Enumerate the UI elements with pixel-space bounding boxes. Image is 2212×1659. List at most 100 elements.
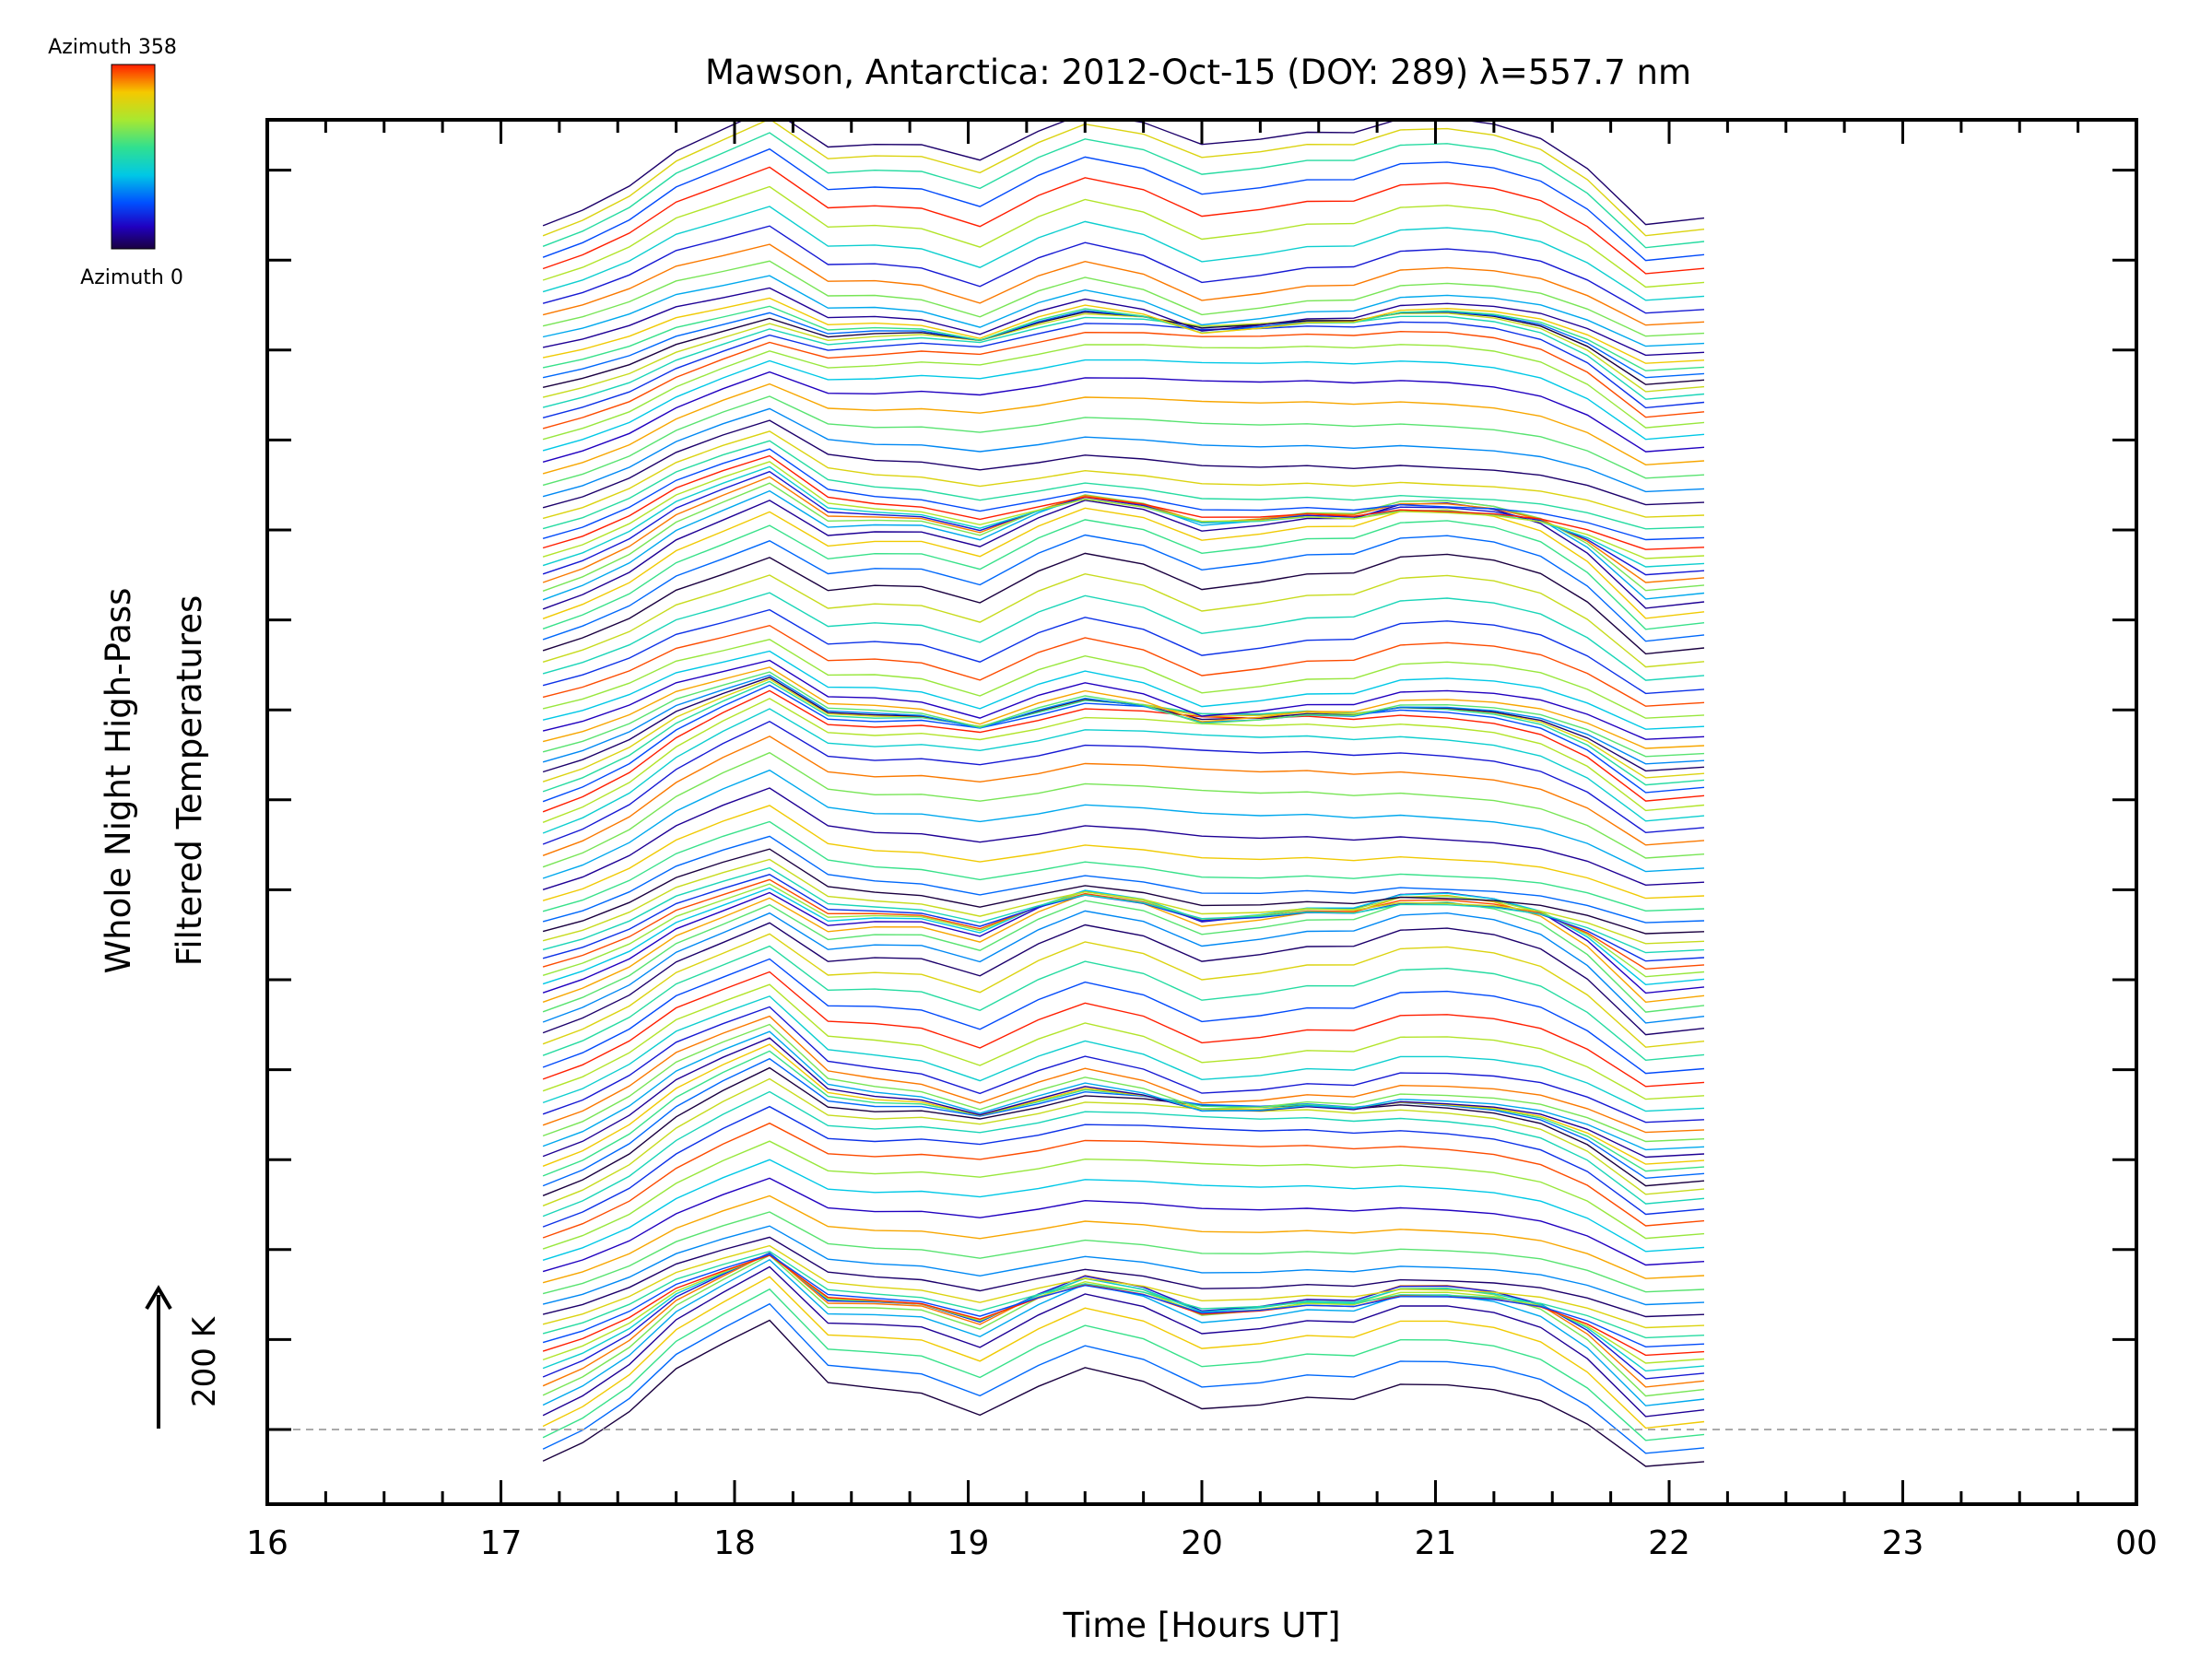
temperature-trace [542, 430, 1705, 520]
temperature-trace [542, 206, 1705, 301]
temperature-trace [542, 287, 1705, 357]
temperature-trace [542, 1253, 1705, 1348]
temperature-trace [542, 674, 1705, 765]
temperature-trace [542, 132, 1705, 249]
temperature-trace [542, 482, 1705, 592]
x-tick-labels: 16 17 18 19 20 21 22 23 00 [246, 1524, 2158, 1562]
temperature-trace [542, 519, 1705, 630]
temperature-trace [542, 945, 1705, 1062]
temperature-trace [542, 1302, 1705, 1454]
chart-title: Mawson, Antarctica: 2012-Oct-15 (DOY: 28… [705, 53, 1691, 92]
temperature-trace [542, 476, 1705, 583]
temperature-trace [542, 751, 1705, 868]
temperature-trace [542, 305, 1705, 371]
x-tick-label: 20 [1181, 1524, 1223, 1562]
colorbar-top-label: Azimuth 358 [48, 36, 177, 59]
temperature-trace [542, 639, 1705, 719]
temperature-trace [542, 440, 1705, 530]
temperature-trace [542, 933, 1705, 1048]
temperature-trace [542, 1140, 1705, 1250]
temperature-trace [542, 1037, 1705, 1159]
y-axis-label-line2: Filtered Temperatures [170, 595, 209, 966]
temperature-trace [542, 1015, 1705, 1134]
temperature-trace [542, 820, 1705, 912]
temperature-trace [542, 312, 1705, 398]
temperature-trace [542, 120, 1705, 237]
colorbar-bottom-label: Azimuth 0 [80, 266, 183, 289]
temperature-trace [542, 1225, 1705, 1306]
temperature-trace [542, 608, 1705, 695]
temperature-trace [542, 1090, 1705, 1218]
temperature-trace [542, 310, 1705, 379]
temperature-trace [542, 1253, 1705, 1372]
plot-frame [265, 118, 2138, 1506]
temperature-trace [542, 185, 1705, 288]
temperature-trace [542, 835, 1705, 924]
temperature-trace [542, 721, 1705, 845]
temperature-trace [542, 500, 1705, 610]
temperature-traces [542, 120, 1705, 1467]
x-tick-label: 18 [713, 1524, 756, 1562]
temperature-trace [542, 275, 1705, 347]
temperature-trace [542, 395, 1705, 487]
temperature-trace [542, 866, 1705, 954]
temperature-trace [542, 120, 1705, 227]
temperature-trace [542, 489, 1705, 601]
temperature-trace [542, 650, 1705, 730]
temperature-trace [542, 297, 1705, 364]
temperature-trace [542, 1030, 1705, 1151]
temperature-trace [542, 1177, 1705, 1273]
temperature-trace [542, 624, 1705, 707]
temperature-trace [542, 1066, 1705, 1196]
temperature-trace [542, 1244, 1705, 1329]
temperature-trace [542, 1122, 1705, 1239]
temperature-trace [542, 1288, 1705, 1441]
temperature-trace [542, 858, 1705, 945]
temperature-trace [542, 1159, 1705, 1261]
temperature-trace [542, 698, 1705, 823]
temperature-trace [542, 684, 1705, 803]
x-tick-label: 21 [1415, 1524, 1457, 1562]
temperature-trace [542, 983, 1705, 1100]
temperature-trace [542, 787, 1705, 890]
temperature-trace [542, 359, 1705, 452]
temperature-trace [542, 922, 1705, 1036]
temperature-trace [542, 708, 1705, 834]
colorbar [111, 64, 156, 250]
temperature-trace [542, 1057, 1705, 1187]
temperature-trace [542, 1211, 1705, 1295]
temperature-trace [542, 1050, 1705, 1177]
temperature-trace [542, 225, 1705, 314]
temperature-trace [542, 534, 1705, 642]
x-axis-label: Time [Hours UT] [1062, 1606, 1340, 1645]
x-tick-label: 23 [1882, 1524, 1924, 1562]
temperature-trace [542, 552, 1705, 655]
temperature-trace [542, 900, 1705, 1013]
temperature-trace [542, 147, 1705, 262]
temperature-trace [542, 958, 1705, 1075]
temperature-trace [542, 1194, 1705, 1284]
temperature-trace [542, 371, 1705, 463]
temperature-trace [542, 1043, 1705, 1167]
temperature-trace [542, 321, 1705, 418]
temperature-trace [542, 995, 1705, 1112]
temperature-trace [542, 1236, 1705, 1318]
temperature-trace [542, 666, 1705, 749]
temperature-trace [542, 689, 1705, 813]
x-tick-label: 00 [2115, 1524, 2158, 1562]
temperature-trace [542, 448, 1705, 541]
scale-bar-label: 200 K [186, 1315, 223, 1407]
x-tick-label: 17 [480, 1524, 523, 1562]
temperature-trace [542, 1077, 1705, 1206]
temperature-trace [542, 971, 1705, 1088]
temperature-trace [542, 382, 1705, 475]
temperature-trace [542, 1276, 1705, 1430]
temperature-trace [542, 848, 1705, 935]
temperature-trace [542, 454, 1705, 550]
temperature-trace [542, 805, 1705, 901]
temperature-trace [542, 407, 1705, 498]
temperature-trace [542, 1006, 1705, 1124]
temperature-trace [542, 572, 1705, 668]
temperature-trace [542, 166, 1705, 275]
